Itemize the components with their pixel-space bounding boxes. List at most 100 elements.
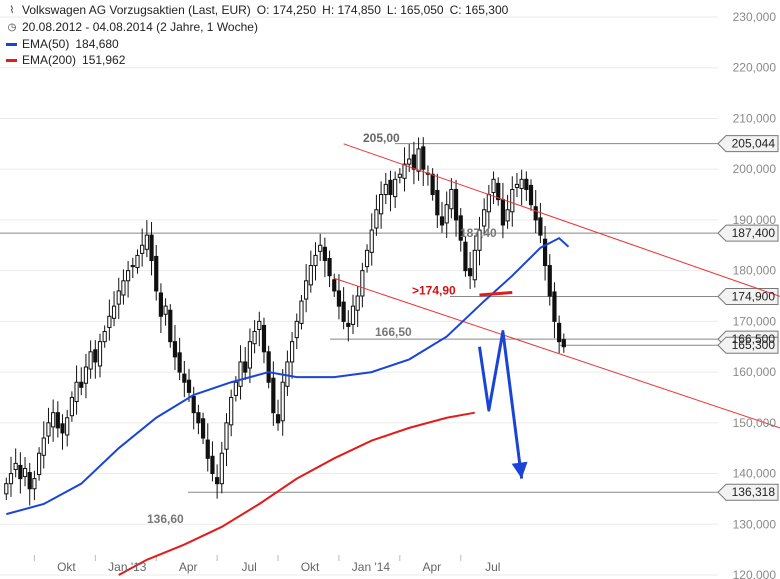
candle-body (191, 395, 196, 414)
ema50-line (6, 236, 570, 516)
x-tick-label: Jul (241, 560, 256, 574)
level-box (717, 483, 779, 501)
candle-body (313, 254, 318, 267)
candle-body (407, 158, 412, 165)
ema200-label: EMA(200) (22, 53, 77, 67)
y-tick-label: 220,000 (733, 61, 777, 75)
candle-body (519, 178, 524, 189)
channel-upper-line (343, 143, 780, 297)
candle-body (215, 477, 220, 485)
legend-ema200: EMA(200) 151,962 (6, 53, 125, 67)
candle-body (36, 452, 42, 476)
candle-body (547, 265, 552, 297)
candle-body (205, 439, 210, 459)
x-tick-label: Apr (422, 560, 441, 574)
candle-body (102, 331, 107, 343)
candle-body (74, 381, 79, 403)
level-note: 187,40 (460, 226, 497, 240)
candle-body (542, 238, 548, 267)
ema200-value: 151,962 (82, 53, 126, 67)
candle-body (383, 183, 388, 196)
level-box-label: 166,500 (732, 332, 776, 346)
candle-body (168, 309, 173, 343)
candle-body (4, 483, 9, 495)
period-text: 20.08.2012 - 04.08.2014 (2 Jahre, 1 Woch… (22, 20, 258, 34)
candle-body (491, 178, 496, 194)
candle-body (346, 322, 351, 327)
candle-body (514, 183, 520, 188)
level-note: 205,00 (363, 131, 400, 145)
candle-body (280, 381, 285, 422)
candle-body (458, 215, 463, 241)
candle-body (65, 417, 70, 436)
candle-body (388, 179, 393, 196)
forecast-path (478, 330, 524, 479)
candle-body (472, 249, 477, 281)
level-box (717, 336, 779, 354)
candle-body (402, 163, 407, 179)
candle-body (46, 422, 51, 437)
candle-body (186, 379, 192, 393)
candle-body (294, 320, 299, 339)
candle-body (299, 300, 304, 324)
candle-body (393, 178, 398, 198)
candle-body (60, 423, 65, 434)
candle-body (135, 254, 140, 269)
y-tick-label: 190,000 (733, 213, 777, 227)
candle-body (327, 257, 332, 277)
y-tick-label: 160,000 (733, 365, 777, 379)
level-box-label: 136,318 (732, 485, 776, 499)
open-value: O: 174,250 (256, 3, 317, 17)
candle-body (51, 412, 56, 428)
candle-body (200, 418, 206, 439)
y-tick-label: 140,000 (733, 467, 777, 481)
candle-body (341, 301, 346, 322)
candle-body (93, 349, 98, 363)
candle-body (229, 396, 234, 426)
period-row: ◷ 20.08.2012 - 04.08.2014 (2 Jahre, 1 Wo… (6, 20, 258, 34)
level-box (717, 135, 779, 153)
resistance-mark (479, 290, 513, 297)
candle-body (8, 473, 14, 485)
candle-body (557, 322, 562, 343)
candle-body (111, 305, 117, 319)
y-tick-label: 230,000 (733, 10, 777, 24)
candle-body (364, 249, 370, 268)
candle-body (524, 178, 529, 190)
candle-body (332, 279, 337, 292)
candle-body (444, 204, 449, 224)
candle-body (126, 270, 131, 282)
level-box (717, 288, 779, 306)
level-note: >174,90 (412, 284, 456, 298)
candle-body (219, 452, 224, 485)
candle-body (449, 188, 454, 210)
candle-body (177, 352, 182, 373)
candle-body (238, 361, 243, 387)
x-tick-label: Okt (301, 560, 320, 574)
candle-body (510, 188, 515, 213)
candle-body (369, 229, 374, 253)
level-box-label: 187,400 (732, 226, 776, 240)
ema200-swatch (6, 58, 17, 62)
low-value: L: 165,050 (386, 3, 444, 17)
y-tick-label: 170,000 (733, 314, 777, 328)
x-tick-label: Apr (179, 560, 198, 574)
candle-body (233, 381, 238, 396)
candle-body (435, 189, 440, 216)
candle-body (97, 341, 103, 367)
candle-body (252, 331, 257, 345)
candle-body (210, 455, 215, 475)
candle-body (308, 265, 313, 286)
candle-body (453, 188, 459, 221)
candle-body (163, 305, 168, 315)
candle-body (374, 209, 379, 229)
candle-body (360, 270, 365, 297)
candle-body (22, 467, 28, 478)
ema50-label: EMA(50) (22, 37, 70, 51)
candle-body (533, 206, 538, 221)
close-value: C: 165,300 (449, 3, 509, 17)
candle-body (266, 351, 271, 383)
candle-body (83, 366, 89, 384)
ema50-swatch (6, 42, 17, 46)
candle-body (79, 381, 84, 388)
